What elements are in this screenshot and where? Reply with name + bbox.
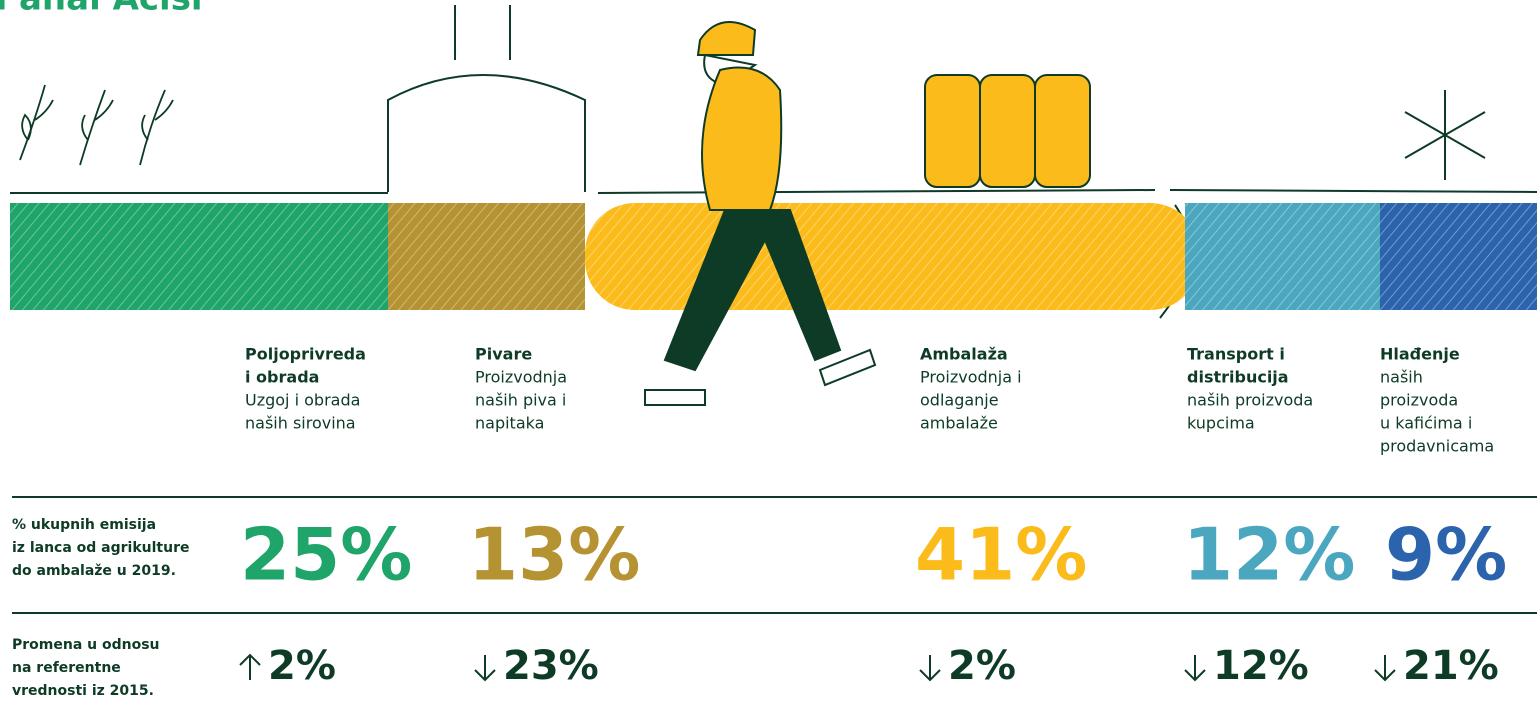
change-value: 12% (1213, 643, 1309, 689)
row-label: iz lanca od agrikulture (12, 540, 189, 556)
change-arrow (920, 655, 940, 680)
change-value: 23% (503, 643, 599, 689)
row-label: Promena u odnosu (12, 637, 160, 653)
stage-name: Pivare (475, 345, 532, 364)
stage-desc: proizvoda (1380, 391, 1458, 410)
bar-hatch (1380, 203, 1537, 310)
share-value: 41% (915, 513, 1087, 597)
share-value: 13% (468, 513, 640, 597)
stage-desc: prodavnicama (1380, 437, 1494, 456)
infographic: na anal Acisi Poljoprivreda i obrada Uzgoj… (0, 0, 1537, 726)
share-value: 9% (1385, 513, 1507, 597)
cans (925, 75, 1090, 187)
stage-desc: Proizvodnja i (920, 368, 1022, 387)
stage-name: Poljoprivreda (245, 345, 366, 364)
stage-desc: ambalaže (920, 414, 998, 433)
row-label: % ukupnih emisija (12, 517, 156, 533)
page-title: na anal Acisi (0, 0, 203, 19)
stage-desc: Proizvodnja (475, 368, 567, 387)
stage-desc: kupcima (1187, 414, 1255, 433)
share-value: 25% (240, 513, 412, 597)
change-arrow (1375, 655, 1395, 680)
stage-name: distribucija (1187, 368, 1289, 387)
change-arrow (240, 655, 260, 680)
change-arrow (1185, 655, 1205, 680)
change-value: 21% (1403, 643, 1499, 689)
stage-desc: naših proizvoda (1187, 391, 1313, 410)
bar-hatch (10, 203, 388, 310)
bar-hatch (1185, 203, 1380, 310)
change-arrow (475, 655, 495, 680)
row-label: na referentne (12, 660, 121, 676)
stage-desc: naših (1380, 368, 1423, 387)
change-value: 2% (268, 643, 336, 689)
stage-desc: u kafićima i (1380, 414, 1472, 433)
snowflake (1405, 90, 1485, 180)
bar-hatch (388, 203, 585, 310)
stage-desc: Uzgoj i obrada (245, 391, 360, 410)
stage-name: Ambalaža (920, 345, 1008, 364)
stage-desc: odlaganje (920, 391, 999, 410)
stage-name: i obrada (245, 368, 319, 387)
stage-desc: naših sirovina (245, 414, 356, 433)
wheat-icons (20, 85, 173, 165)
row-label: vrednosti iz 2015. (12, 683, 154, 699)
row-label: do ambalaže u 2019. (12, 563, 176, 579)
stage-desc: napitaka (475, 414, 544, 433)
stage-name: Transport i (1187, 345, 1285, 364)
change-value: 2% (948, 643, 1016, 689)
share-value: 12% (1183, 513, 1355, 597)
bar-hatch (585, 203, 1200, 310)
stage-name: Hlađenje (1380, 345, 1460, 364)
stage-desc: naših piva i (475, 391, 566, 410)
